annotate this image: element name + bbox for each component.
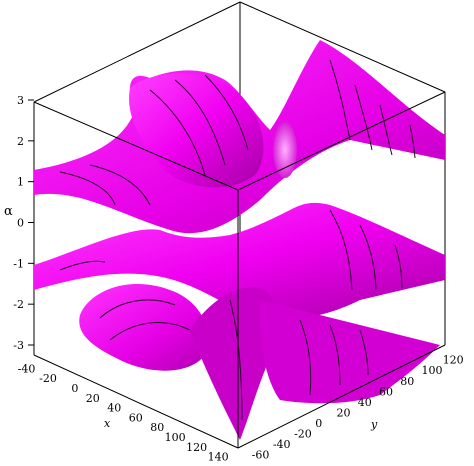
x-tick-label: 0: [71, 382, 78, 395]
box-back-edges: [33, 1, 446, 355]
z-tick-label: 3: [17, 94, 24, 107]
z-axis-ticks: -3 -2 -1 0 1 2 3: [13, 94, 34, 352]
x-tick-label: 60: [129, 411, 143, 424]
y-tick-label: 0: [315, 417, 322, 430]
y-axis-label: y: [370, 418, 378, 431]
x-tick-label: -20: [39, 372, 57, 385]
y-tick-label: 100: [421, 364, 442, 377]
contour-lines: [59, 59, 416, 421]
x-tick-label: 140: [208, 451, 229, 464]
z-tick-label: 1: [17, 176, 24, 189]
x-tick-label: 100: [165, 431, 186, 444]
z-tick-label: 0: [17, 217, 24, 230]
y-tick-label: -20: [294, 428, 312, 441]
z-axis-label: α: [4, 204, 13, 219]
y-tick-label: -60: [252, 449, 270, 462]
x-tick-label: 40: [107, 402, 121, 415]
z-tick-label: -2: [13, 298, 24, 311]
z-tick-label: -3: [13, 339, 24, 352]
y-tick-label: 80: [400, 375, 414, 388]
x-tick-label: 20: [86, 392, 100, 405]
y-tick-label: 20: [337, 406, 351, 419]
x-tick-label: 80: [150, 421, 164, 434]
y-tick-label: -40: [273, 438, 291, 451]
surface-bottom-fold: [259, 300, 440, 404]
x-tick-label: -40: [18, 362, 36, 375]
x-tick-label: 120: [186, 441, 207, 454]
surface-hole: [273, 122, 297, 178]
y-tick-label: 40: [358, 396, 372, 409]
y-tick-label: 120: [443, 354, 464, 367]
surface-front-fin: [190, 287, 275, 440]
z-tick-label: -1: [13, 257, 24, 270]
box-front-edges: [33, 91, 446, 449]
y-tick-label: 60: [379, 385, 393, 398]
surface: [34, 40, 445, 440]
z-tick-label: 2: [17, 135, 24, 148]
surface-lower-lobe: [79, 284, 209, 371]
x-axis-label: x: [104, 417, 111, 430]
surface-lower-sheet: [34, 202, 445, 319]
